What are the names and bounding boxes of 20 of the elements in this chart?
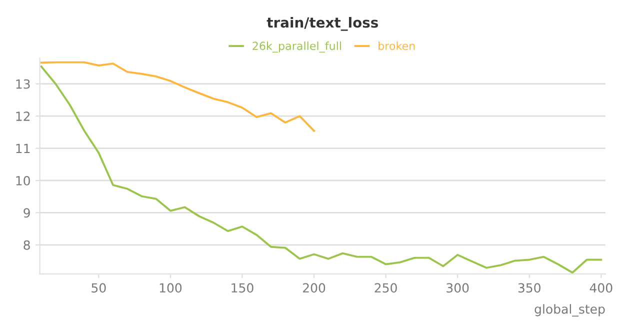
line-series [40,66,602,274]
y-tick-label: 10 [16,176,30,186]
y-tick-label: 9 [24,208,30,218]
x-axis-title: global_step [534,304,605,317]
chart-title: train/text_loss [266,16,378,31]
x-tick-label: 200 [303,283,326,293]
x-tick-label: 350 [518,283,540,293]
x-tick-label: 250 [374,283,397,293]
x-tick-label: 50 [92,283,106,293]
y-tick-label: 12 [16,112,30,121]
legend-label: broken [378,41,415,50]
x-tick-label: 400 [590,283,612,293]
x-tick-label: 100 [160,283,182,293]
y-tick-label: 8 [24,240,30,250]
x-tick-label: 300 [446,283,469,293]
legend-label: 26k_parallel_full [252,41,341,53]
y-tick-label: 13 [16,79,30,89]
line-series [40,61,315,132]
x-tick-label: 150 [232,283,254,293]
y-tick-label: 11 [16,144,30,154]
